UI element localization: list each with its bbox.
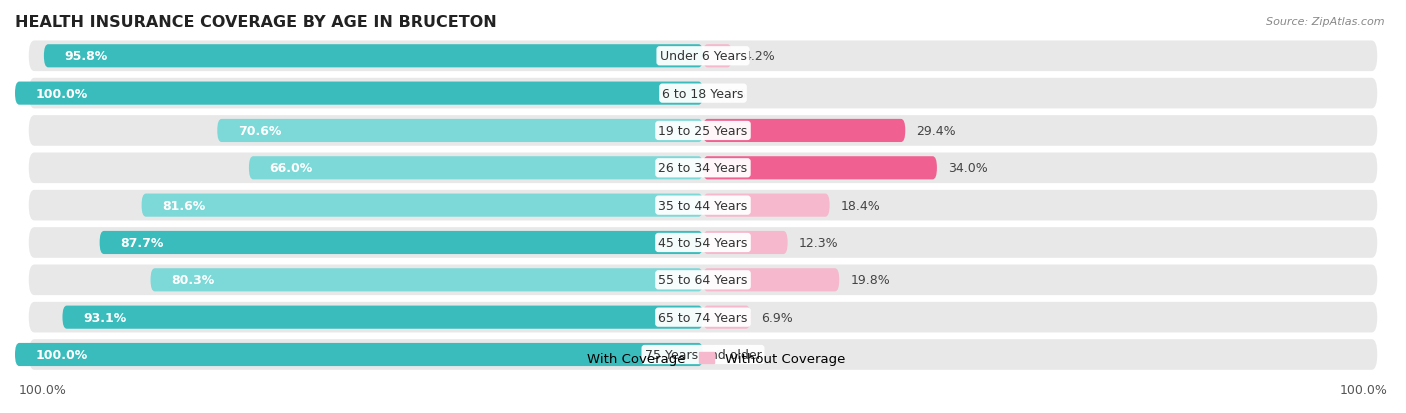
Text: 95.8%: 95.8% <box>65 50 108 63</box>
Text: 75 Years and older: 75 Years and older <box>644 348 762 361</box>
Text: 93.1%: 93.1% <box>83 311 127 324</box>
Text: 0.0%: 0.0% <box>714 348 747 361</box>
FancyBboxPatch shape <box>142 194 703 217</box>
Text: 65 to 74 Years: 65 to 74 Years <box>658 311 748 324</box>
Text: 66.0%: 66.0% <box>270 162 312 175</box>
Legend: With Coverage, Without Coverage: With Coverage, Without Coverage <box>555 347 851 370</box>
Text: HEALTH INSURANCE COVERAGE BY AGE IN BRUCETON: HEALTH INSURANCE COVERAGE BY AGE IN BRUC… <box>15 15 496 30</box>
Text: 0.0%: 0.0% <box>714 88 747 100</box>
FancyBboxPatch shape <box>28 190 1378 221</box>
Text: 100.0%: 100.0% <box>35 348 89 361</box>
FancyBboxPatch shape <box>703 306 751 329</box>
FancyBboxPatch shape <box>703 120 905 142</box>
FancyBboxPatch shape <box>28 78 1378 109</box>
FancyBboxPatch shape <box>703 231 787 254</box>
FancyBboxPatch shape <box>100 231 703 254</box>
FancyBboxPatch shape <box>218 120 703 142</box>
FancyBboxPatch shape <box>28 41 1378 72</box>
FancyBboxPatch shape <box>28 116 1378 147</box>
Text: 6 to 18 Years: 6 to 18 Years <box>662 88 744 100</box>
FancyBboxPatch shape <box>703 45 733 68</box>
Text: 45 to 54 Years: 45 to 54 Years <box>658 236 748 249</box>
Text: 81.6%: 81.6% <box>162 199 205 212</box>
Text: 26 to 34 Years: 26 to 34 Years <box>658 162 748 175</box>
FancyBboxPatch shape <box>15 82 703 105</box>
FancyBboxPatch shape <box>44 45 703 68</box>
Text: 19.8%: 19.8% <box>851 274 890 287</box>
Text: 70.6%: 70.6% <box>238 125 281 138</box>
FancyBboxPatch shape <box>28 228 1378 258</box>
FancyBboxPatch shape <box>249 157 703 180</box>
Text: 12.3%: 12.3% <box>799 236 838 249</box>
Text: Source: ZipAtlas.com: Source: ZipAtlas.com <box>1267 17 1385 26</box>
Text: 19 to 25 Years: 19 to 25 Years <box>658 125 748 138</box>
FancyBboxPatch shape <box>703 157 936 180</box>
FancyBboxPatch shape <box>28 339 1378 370</box>
FancyBboxPatch shape <box>62 306 703 329</box>
FancyBboxPatch shape <box>15 343 703 366</box>
Text: 100.0%: 100.0% <box>18 384 66 396</box>
Text: 87.7%: 87.7% <box>121 236 163 249</box>
Text: 55 to 64 Years: 55 to 64 Years <box>658 274 748 287</box>
Text: 34.0%: 34.0% <box>948 162 987 175</box>
Text: 4.2%: 4.2% <box>742 50 775 63</box>
Text: 100.0%: 100.0% <box>1340 384 1388 396</box>
FancyBboxPatch shape <box>150 268 703 292</box>
FancyBboxPatch shape <box>703 194 830 217</box>
FancyBboxPatch shape <box>28 153 1378 184</box>
Text: 18.4%: 18.4% <box>841 199 880 212</box>
Text: 80.3%: 80.3% <box>172 274 215 287</box>
FancyBboxPatch shape <box>703 268 839 292</box>
Text: 6.9%: 6.9% <box>762 311 793 324</box>
Text: Under 6 Years: Under 6 Years <box>659 50 747 63</box>
FancyBboxPatch shape <box>28 302 1378 332</box>
FancyBboxPatch shape <box>28 265 1378 295</box>
Text: 35 to 44 Years: 35 to 44 Years <box>658 199 748 212</box>
Text: 29.4%: 29.4% <box>917 125 956 138</box>
Text: 100.0%: 100.0% <box>35 88 89 100</box>
